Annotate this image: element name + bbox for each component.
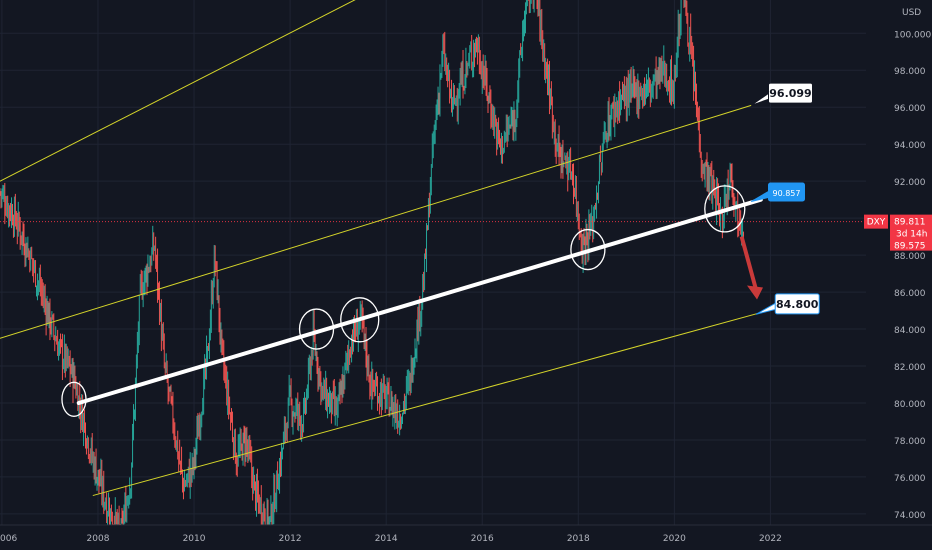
last-price-text: 89.811: [894, 218, 926, 228]
circle-marker: [704, 185, 746, 233]
x-tick-label: 2016: [471, 534, 494, 544]
x-tick-label: 2014: [375, 534, 398, 544]
x-tick-label: 2020: [663, 534, 686, 544]
price-annotations: 96.099 90.857 84.800: [750, 82, 820, 315]
symbol-badge: [864, 214, 888, 229]
x-axis[interactable]: 006 2008 2010 2012 2014 2016 2018 2020 2022: [0, 524, 932, 550]
annotation-box: [774, 293, 820, 315]
x-tick-label: 006: [0, 534, 17, 544]
x-tick-label: 2022: [759, 534, 782, 544]
x-tick-label: 2012: [279, 534, 302, 544]
x-tick-label: 2018: [567, 534, 590, 544]
annotation-96.099: 96.099: [750, 82, 813, 106]
prev-price-text: 89.575: [894, 242, 926, 252]
circle-marker: [570, 228, 606, 271]
symbol-badge-text: DXY: [867, 218, 886, 228]
y-axis[interactable]: USD 74.000 76.000 78.000 80.000 82.000 84.000 8…: [866, 0, 932, 550]
annotation-84.800: 84.800: [755, 293, 820, 315]
lower-channel: [92, 298, 810, 496]
x-axis-background: [0, 525, 932, 550]
candles: [0, 0, 745, 550]
down-arrow-head: [747, 285, 764, 300]
y-tick-label: 78.000: [894, 437, 926, 447]
circle-marker: [61, 381, 87, 417]
y-tick-label: 82.000: [894, 363, 926, 373]
annotation-label: 84.800: [776, 298, 819, 311]
annotation-box: [767, 182, 805, 202]
y-tick-label: 84.000: [894, 326, 926, 336]
circle-marker: [340, 297, 380, 343]
price-badge: [890, 214, 932, 251]
x-tick-label: 2010: [183, 534, 206, 544]
y-tick-label: 88.000: [894, 252, 926, 262]
down-arrow-shaft: [739, 236, 758, 290]
upper-channel: [0, 0, 356, 182]
y-axis-background: [866, 0, 932, 550]
y-tick-label: 96.000: [894, 104, 926, 114]
x-tick-label: 2008: [87, 534, 110, 544]
middle-channel: [0, 104, 752, 339]
annotation-label: 90.857: [772, 189, 800, 198]
countdown-text: 3d 14h: [896, 230, 927, 240]
y-tick-label: 76.000: [894, 474, 926, 484]
trend-line: [76, 197, 763, 405]
y-tick-label: 86.000: [894, 289, 926, 299]
circle-markers: [61, 185, 746, 417]
currency-label: USD: [902, 8, 921, 18]
y-tick-label: 98.000: [894, 67, 926, 77]
y-tick-label: 80.000: [894, 400, 926, 410]
y-tick-label: 74.000: [894, 511, 926, 521]
y-tick-label: 92.000: [894, 178, 926, 188]
y-tick-label: 94.000: [894, 141, 926, 151]
y-tick-label: 100.000: [894, 30, 931, 40]
annotation-90.857: 90.857: [750, 182, 805, 202]
circle-marker: [298, 308, 335, 350]
drawn-lines: [0, 0, 866, 496]
price-badges: DXY 89.811 3d 14h 89.575: [864, 214, 932, 252]
annotation-box: [767, 82, 813, 104]
annotation-label: 96.099: [769, 87, 811, 100]
